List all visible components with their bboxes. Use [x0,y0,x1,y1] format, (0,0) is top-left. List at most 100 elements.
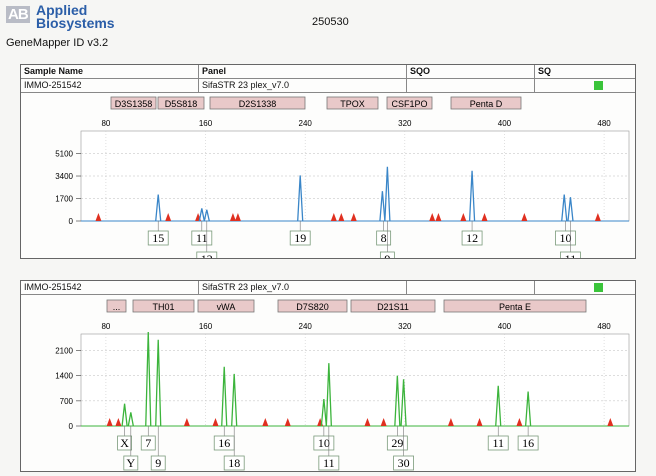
allele-call-label: 11 [196,231,208,245]
electropherogram-green[interactable]: ... TH01 vWA D7S820 D21S11 Penta E80 160 240 320… [21,295,635,471]
allele-call-box [223,455,245,471]
peak [400,379,407,427]
allele-call-box [196,251,218,258]
sample-row[interactable]: IMMO-251542 SifaSTR 23 plex_v7.0 [21,281,635,295]
electropherogram-blue[interactable]: D3S1358 D5S818 D2S1338 TPOX CSF1PO Penta D80 1… [21,93,635,258]
size-standard-peak [338,213,345,221]
y-tick-label: 1400 [55,372,73,381]
panel-2: IMMO-251542 SifaSTR 23 plex_v7.0 ... TH01… [20,280,636,472]
allele-call-box [517,435,539,451]
size-standard-peak [234,213,241,221]
marker-label: D5S818 [165,99,198,109]
marker-bin [450,96,522,110]
allele-call-label: 12 [466,231,478,245]
x-tick-label: 480 [597,119,611,128]
marker-label: TPOX [340,99,365,109]
allele-call-box [393,455,414,471]
allele-call-label: 11 [323,456,335,470]
x-tick-label: 160 [199,119,213,128]
allele-call-label: 8 [381,231,387,245]
y-tick-label: 700 [60,397,74,406]
marker-label: D7S820 [296,302,329,312]
peak [127,412,134,427]
allele-call-label: 10 [318,436,330,450]
peak [394,375,401,427]
app-version: GeneMapper ID v3.2 [6,37,109,49]
y-tick-label: 2100 [55,347,73,356]
allele-call-label: 10 [559,231,571,245]
allele-call-label: 9 [384,252,390,258]
size-standard-peak [229,213,236,221]
table-header: Sample Name Panel SQO SQ [21,65,635,79]
x-tick-label: 160 [199,322,213,331]
marker-label: D2S1338 [239,99,277,109]
sample-name: IMMO-251542 [21,79,199,92]
size-standard-peak [460,213,467,221]
sample-name: IMMO-251542 [21,281,199,294]
size-standard-peak [594,213,601,221]
sq-status-indicator [594,283,603,292]
marker-label: D21S11 [377,302,409,312]
allele-call-label: 7 [145,436,151,450]
marker-bin [157,96,205,110]
marker-label: CSF1PO [391,99,427,109]
peak [325,363,332,427]
peak [384,166,391,222]
panel-name: SifaSTR 23 plex_v7.0 [199,281,407,294]
col-panel: Panel [199,65,407,78]
allele-call-label: 19 [294,231,306,245]
y-tick-label: 1700 [55,195,73,204]
size-standard-peak [284,418,291,426]
peak [221,366,228,427]
y-tick-label: 0 [69,217,74,226]
sq-status-indicator [594,81,603,90]
size-standard-peak [262,418,269,426]
allele-call-label: 15 [152,231,164,245]
allele-call-label: 11 [492,436,504,450]
peak [320,399,328,427]
x-tick-label: 80 [101,119,110,128]
size-standard-peak [516,418,523,426]
marker-bin [197,299,255,313]
marker-bin [350,299,436,313]
size-standard-peak [476,418,483,426]
allele-call-box [117,435,132,451]
y-tick-label: 0 [69,422,74,431]
peak [121,403,128,427]
marker-label: Penta E [499,302,531,312]
marker-bin [132,299,195,313]
allele-call-box [147,230,169,246]
allele-call-label: 9 [155,456,161,470]
size-standard-peak [481,213,488,221]
peak [561,194,568,222]
marker-label: D3S1358 [115,99,153,109]
sq-cell [535,281,635,294]
allele-call-label: Y [126,456,135,470]
y-tick-label: 5100 [55,150,73,159]
allele-call-label: 16 [218,436,230,450]
x-tick-label: 240 [299,322,313,331]
sqo-cell [407,79,535,92]
marker-label: Penta D [470,99,503,109]
size-standard-peak [364,418,371,426]
allele-call-box [123,455,139,471]
x-tick-label: 320 [398,322,412,331]
allele-call-box [560,251,581,258]
allele-call-box [150,455,166,471]
marker-bin [209,96,306,110]
sample-row[interactable]: IMMO-251542 SifaSTR 23 plex_v7.0 [21,79,635,93]
x-tick-label: 400 [498,322,512,331]
sq-cell [535,79,635,92]
x-tick-label: 80 [101,322,110,331]
plot-area [80,333,630,427]
size-standard-peak [380,418,387,426]
marker-label: vWA [217,302,236,312]
size-standard-peak [95,213,102,221]
size-standard-peak [435,213,442,221]
size-standard-peak [106,418,113,426]
marker-bin [277,299,348,313]
size-standard-peak [607,418,614,426]
peak [198,208,205,222]
peak [379,191,386,222]
marker-label: ... [113,302,121,312]
